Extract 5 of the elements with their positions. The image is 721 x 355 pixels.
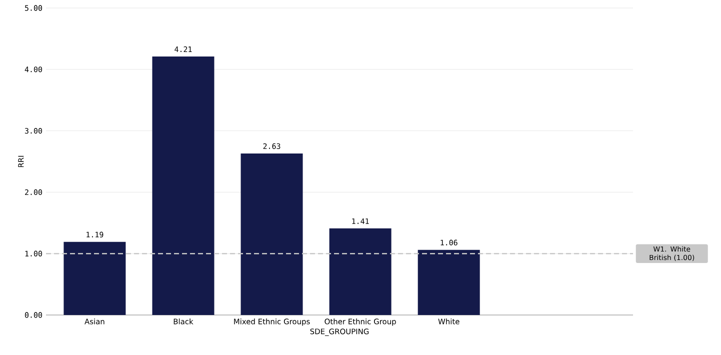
bar: [240, 154, 303, 315]
bar: [418, 250, 480, 315]
bar: [64, 242, 126, 315]
bar: [329, 228, 392, 315]
bar: [152, 56, 214, 315]
